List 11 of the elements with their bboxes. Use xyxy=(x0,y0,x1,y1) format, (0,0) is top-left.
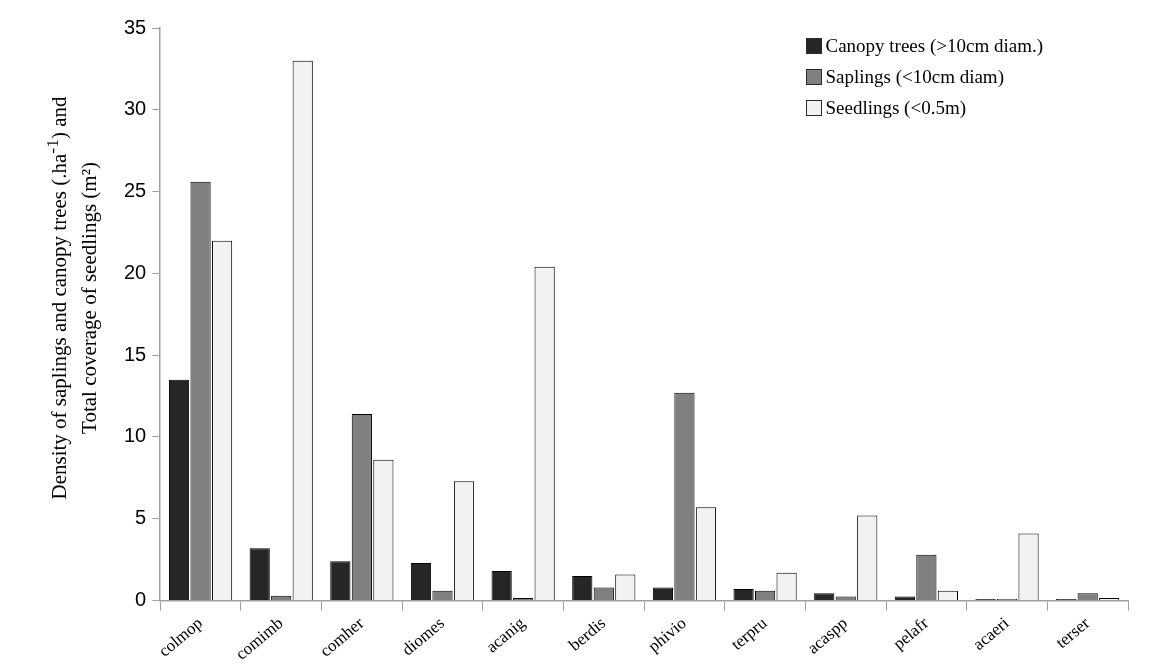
y-tick-label: 30 xyxy=(124,97,147,120)
legend-label: Seedlings (<0.5m) xyxy=(825,96,966,120)
y-tick-label: 35 xyxy=(124,15,147,38)
y-tick-label: 15 xyxy=(124,342,147,365)
legend-label: Canopy trees (>10cm diam.) xyxy=(825,34,1043,58)
y-tick-label: 20 xyxy=(124,260,147,283)
y-tick-label: 25 xyxy=(124,179,147,202)
y-tick-label: 0 xyxy=(135,588,147,611)
y-tick-label: 5 xyxy=(135,506,147,529)
legend-label: Saplings (<10cm diam) xyxy=(825,65,1004,89)
y-tick-label: 10 xyxy=(124,424,147,447)
